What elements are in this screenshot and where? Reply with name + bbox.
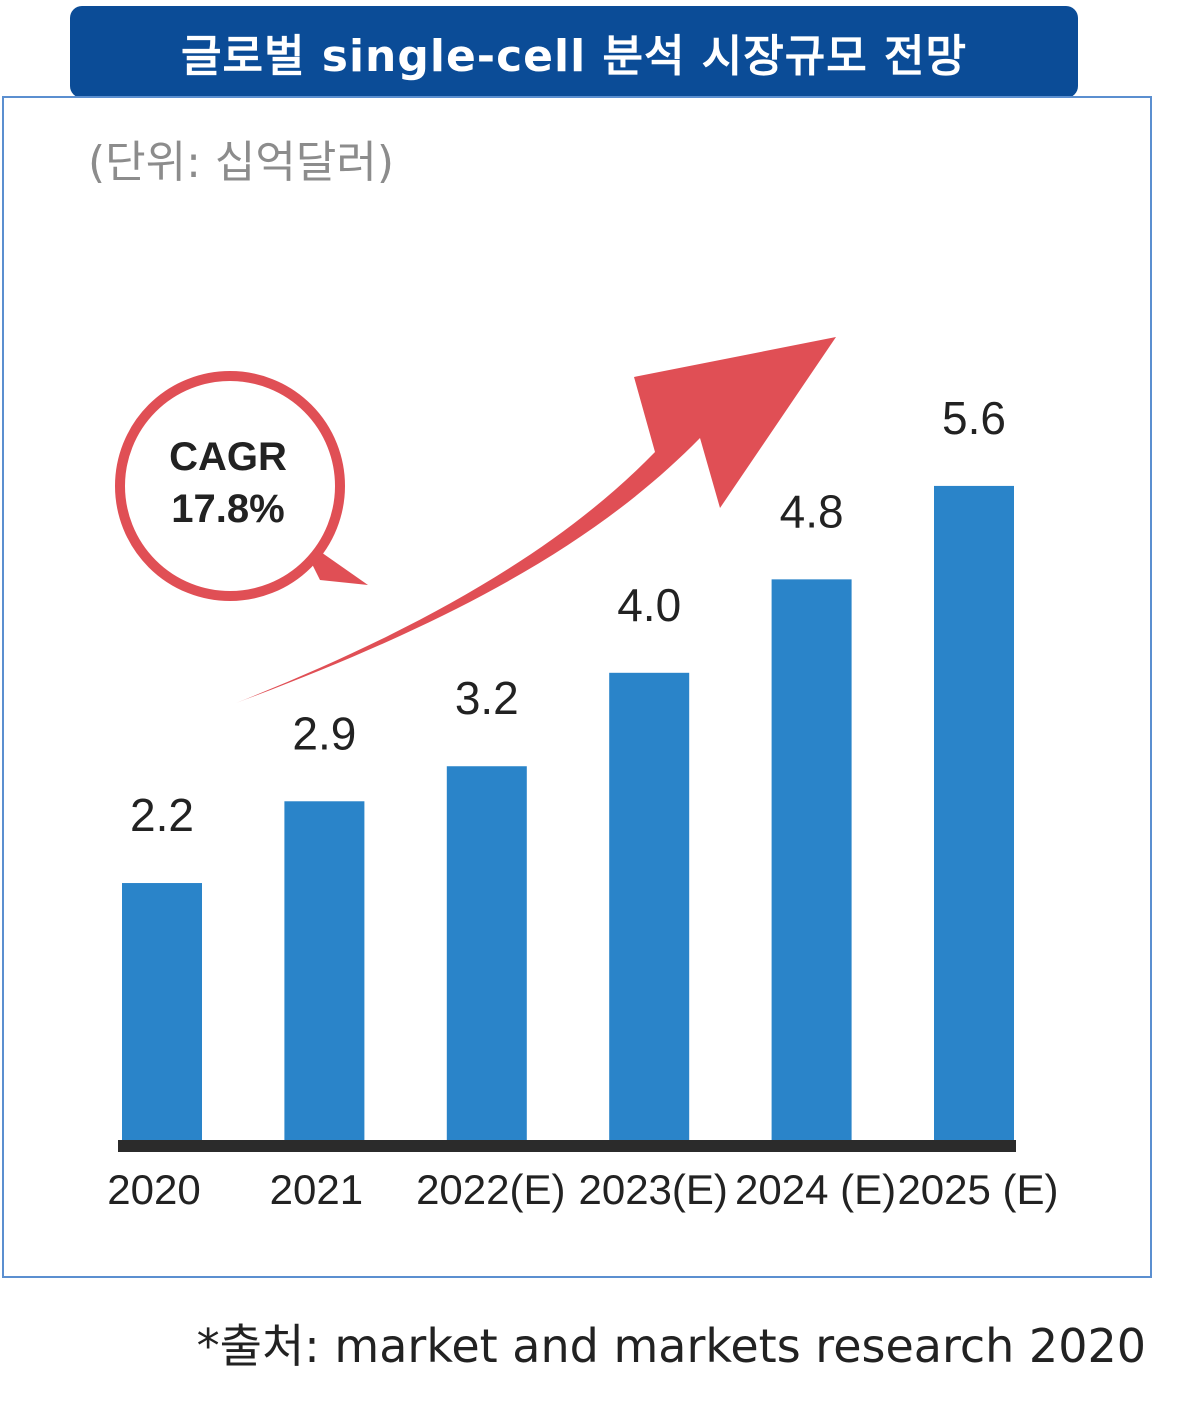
- bar-2022-E: [447, 766, 527, 1140]
- value-label: 3.2: [455, 672, 519, 724]
- cagr-callout: CAGR 17.8%: [120, 376, 368, 596]
- category-label: 2020: [107, 1166, 200, 1213]
- category-label: 2025 (E): [897, 1166, 1058, 1213]
- callout-circle: [120, 376, 340, 596]
- category-label: 2023(E): [578, 1166, 727, 1213]
- callout-line2: 17.8%: [171, 487, 284, 531]
- callout-line1: CAGR: [169, 435, 287, 479]
- bar-2021: [284, 801, 364, 1140]
- value-label: 4.0: [617, 579, 681, 631]
- bar-2025-E: [934, 486, 1014, 1140]
- category-label: 2022(E): [416, 1166, 565, 1213]
- bar-2023-E: [609, 673, 689, 1140]
- value-label: 4.8: [780, 485, 844, 537]
- bar-2024-E: [772, 579, 852, 1140]
- category-label: 2021: [270, 1166, 363, 1213]
- bar-2020: [122, 883, 202, 1140]
- category-label: 2024 (E): [735, 1166, 896, 1213]
- value-label: 2.2: [130, 789, 194, 841]
- value-label: 2.9: [292, 707, 356, 759]
- source-note: *출처: market and markets research 2020: [197, 1310, 1146, 1376]
- value-label: 5.6: [942, 392, 1006, 444]
- bar-chart: 2.2 2020 2.9 2021 3.2 2022(E) 4.0 2023(E) 4.8 202…: [0, 0, 1204, 1402]
